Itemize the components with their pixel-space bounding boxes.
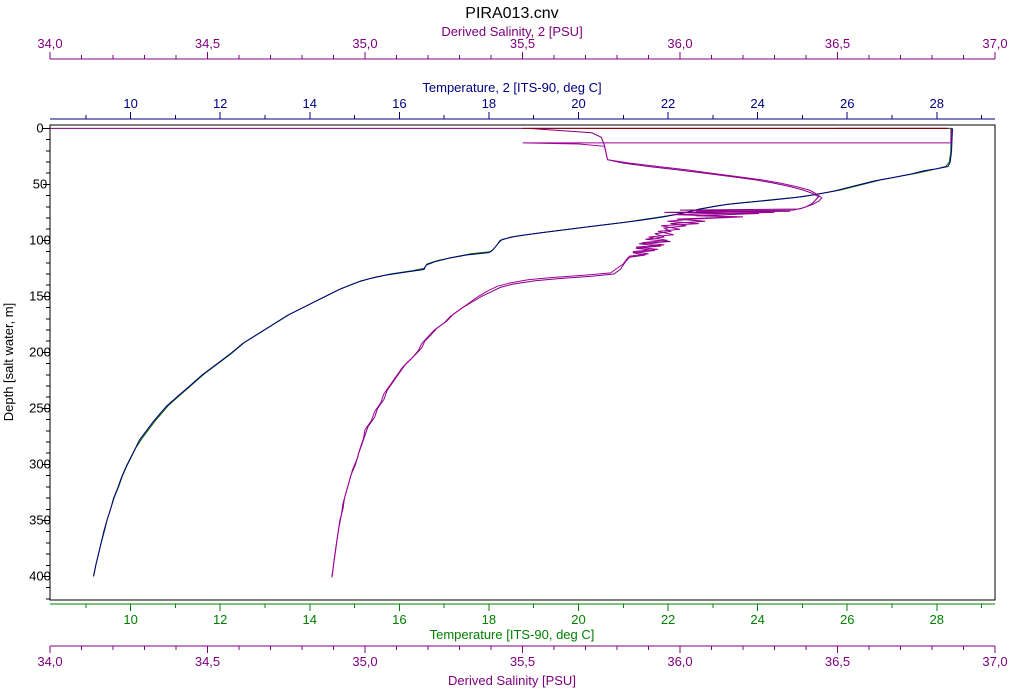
series-layer [50,127,953,578]
tick-label: 14 [303,612,317,627]
tick-label: 35,0 [352,654,377,669]
tick-label: 12 [213,612,227,627]
tick-label: 20 [571,96,585,111]
tick-label: 16 [392,96,406,111]
series-derived-salinity [50,127,948,577]
tick-label: 36,0 [667,654,692,669]
tick-label: 14 [303,96,317,111]
tick-label: 28 [930,96,944,111]
series-derived-salinity-2 [331,128,952,578]
salinity2-axis-title: Derived Salinity, 2 [PSU] [441,24,582,39]
tick-label: 400 [29,568,51,583]
series-temperature [93,127,953,576]
tick-label: 26 [840,612,854,627]
tick-label: 20 [571,612,585,627]
tick-label: 36,5 [825,654,850,669]
tick-label: 36,5 [825,36,850,51]
tick-label: 34,5 [195,654,220,669]
tick-label: 28 [930,612,944,627]
tick-label: 34,0 [37,654,62,669]
plot-frame [49,124,996,601]
tick-label: 24 [750,96,764,111]
tick-label: 35,5 [510,36,535,51]
tick-label: 22 [661,612,675,627]
page-title: PIRA013.cnv [465,5,558,22]
tick-label: 37,0 [982,654,1007,669]
tick-label: 16 [392,612,406,627]
salinity-axis-title: Derived Salinity [PSU] [448,673,576,688]
tick-label: 22 [661,96,675,111]
tick-label: 34,0 [37,36,62,51]
tick-label: 10 [123,612,137,627]
tick-label: 35,5 [510,654,535,669]
tick-label: 100 [29,232,51,247]
tick-label: 26 [840,96,854,111]
tick-label: 18 [482,96,496,111]
temperature-axis-title: Temperature [ITS-90, deg C] [430,627,595,642]
tick-label: 250 [29,400,51,415]
tick-label: 50 [33,176,47,191]
tick-label: 36,0 [667,36,692,51]
tick-label: 300 [29,456,51,471]
axes-layer: 0 50 100 150 200 250 300 350 400 34,0 34,5 35,0 35,5… [29,36,1008,669]
tick-label: 37,0 [982,36,1007,51]
tick-label: 200 [29,344,51,359]
tick-label: 150 [29,288,51,303]
tick-label: 10 [123,96,137,111]
series-temperature-2 [92,128,953,577]
tick-label: 350 [29,512,51,527]
tick-label: 18 [482,612,496,627]
tick-label: 35,0 [352,36,377,51]
tick-label: 24 [750,612,764,627]
temperature2-axis-title: Temperature, 2 [ITS-90, deg C] [422,80,601,95]
depth-axis-title: Depth [salt water, m] [1,303,16,422]
tick-label: 12 [213,96,227,111]
tick-label: 34,5 [195,36,220,51]
tick-label: 0 [36,120,43,135]
